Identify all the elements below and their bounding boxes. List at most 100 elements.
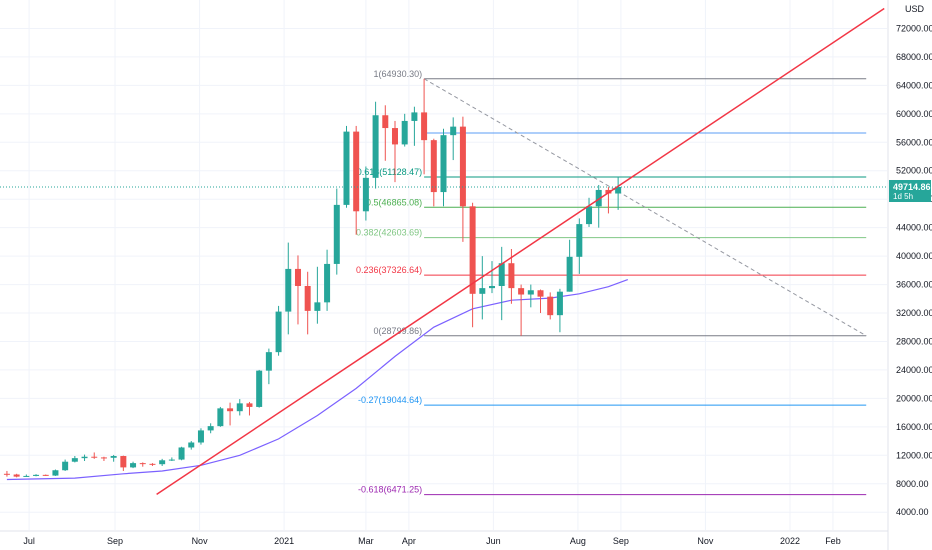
candle-up[interactable] (197, 430, 204, 443)
candle-up[interactable] (450, 126, 457, 136)
candle-up[interactable] (256, 370, 263, 407)
candle-up[interactable] (23, 475, 30, 477)
price-axis[interactable]: 4000.00 8000.00 12000.00 16000.00 20000.00 24… (887, 0, 932, 550)
candle-down[interactable] (469, 206, 476, 294)
candle-up[interactable] (265, 352, 272, 371)
candle-down[interactable] (120, 456, 127, 468)
candle-up[interactable] (556, 291, 563, 316)
candle-down[interactable] (353, 131, 360, 212)
candle-up[interactable] (615, 186, 622, 194)
price-tick-label: 20000.00 (896, 393, 932, 403)
candle-up[interactable] (479, 288, 486, 294)
time-tick-label: Nov (697, 536, 714, 546)
candle-up[interactable] (188, 442, 195, 448)
price-tick-label: 44000.00 (896, 223, 932, 233)
candle-down[interactable] (100, 457, 107, 459)
candle-up[interactable] (168, 459, 175, 461)
candle-up[interactable] (576, 224, 583, 257)
candle-up[interactable] (285, 268, 292, 312)
time-tick-label: 2021 (274, 536, 294, 546)
candle-down[interactable] (518, 288, 525, 295)
candle-up[interactable] (362, 177, 369, 212)
candle-down[interactable] (382, 115, 389, 129)
candle-down[interactable] (304, 285, 311, 311)
fib-level-label: -0.27(19044.64) (358, 395, 422, 405)
trendline-layer[interactable] (156, 7, 885, 496)
candle-down[interactable] (547, 296, 554, 316)
candle-up[interactable] (595, 189, 602, 207)
candle-up[interactable] (498, 263, 505, 286)
candle-up[interactable] (401, 120, 408, 145)
candle-down[interactable] (537, 290, 544, 297)
candle-down[interactable] (391, 128, 398, 145)
price-tick-label: 52000.00 (896, 166, 932, 176)
candle-up[interactable] (440, 135, 447, 193)
candle-down[interactable] (42, 474, 49, 476)
candle-down[interactable] (421, 112, 428, 141)
candle-up[interactable] (178, 447, 185, 460)
current-price-value: 49714.86 (893, 182, 931, 192)
candle-up[interactable] (372, 115, 379, 178)
price-tick-label: 72000.00 (896, 23, 932, 33)
fibonacci-levels[interactable]: 1(64930.30) 0.618(51128.47) 0.5(46865.08) 0… (356, 69, 867, 496)
fib-trend-diagonal[interactable] (423, 78, 867, 337)
price-tick-label: 68000.00 (896, 52, 932, 62)
current-price-tag (889, 179, 931, 202)
candle-down[interactable] (3, 473, 10, 475)
candle-up[interactable] (411, 112, 418, 121)
price-tick-label: 60000.00 (896, 109, 932, 119)
time-tick-label: Mar (358, 536, 374, 546)
candle-up[interactable] (333, 204, 340, 264)
candle-up[interactable] (527, 290, 534, 295)
candle-down[interactable] (430, 140, 437, 193)
candle-up[interactable] (207, 426, 214, 431)
candle-up[interactable] (52, 470, 59, 476)
time-tick-label: Sep (613, 536, 629, 546)
price-tick-label: 12000.00 (896, 450, 932, 460)
candle-up[interactable] (324, 263, 331, 303)
fib-level-label: 0(28799.86) (374, 326, 423, 336)
candle-up[interactable] (314, 302, 321, 311)
time-axis[interactable]: Jul Sep Nov 2021 Mar Apr Jun Aug Sep Nov 2022 Feb (0, 530, 888, 546)
price-tick-label: 8000.00 (896, 479, 929, 489)
price-tick-label: 32000.00 (896, 308, 932, 318)
candle-down[interactable] (459, 126, 466, 207)
candle-up[interactable] (236, 403, 243, 412)
time-tick-label: Feb (825, 536, 841, 546)
chart-grid (0, 0, 887, 530)
candle-down[interactable] (508, 263, 515, 289)
candle-up[interactable] (159, 460, 166, 465)
price-tick-label: 40000.00 (896, 251, 932, 261)
fib-level-label: 0.5(46865.08) (366, 197, 422, 207)
candle-up[interactable] (81, 456, 88, 459)
candle-up[interactable] (586, 206, 593, 225)
time-tick-label: Jul (23, 536, 35, 546)
price-tick-label: 64000.00 (896, 80, 932, 90)
candle-up[interactable] (62, 461, 69, 471)
candle-down[interactable] (139, 463, 146, 465)
candle-up[interactable] (566, 256, 573, 292)
candle-down[interactable] (605, 189, 612, 194)
price-tick-label: 16000.00 (896, 422, 932, 432)
candle-up[interactable] (33, 474, 40, 476)
candle-down[interactable] (149, 463, 156, 465)
candle-up[interactable] (275, 311, 282, 353)
candle-up[interactable] (343, 131, 350, 205)
price-tick-label: 56000.00 (896, 137, 932, 147)
candlestick-series[interactable] (3, 78, 622, 478)
candle-down[interactable] (91, 456, 98, 458)
price-tick-label: 28000.00 (896, 336, 932, 346)
candle-up[interactable] (489, 285, 496, 289)
trendline[interactable] (156, 7, 885, 496)
candle-down[interactable] (246, 403, 253, 407)
candle-down[interactable] (294, 268, 301, 286)
candle-down[interactable] (227, 408, 234, 412)
candle-up[interactable] (110, 456, 117, 458)
candle-up[interactable] (71, 458, 78, 462)
candle-up[interactable] (217, 408, 224, 427)
time-tick-label: Nov (192, 536, 209, 546)
candle-up[interactable] (130, 463, 137, 468)
candle-down[interactable] (13, 474, 20, 477)
bar-countdown: 1d 5h (893, 192, 913, 201)
